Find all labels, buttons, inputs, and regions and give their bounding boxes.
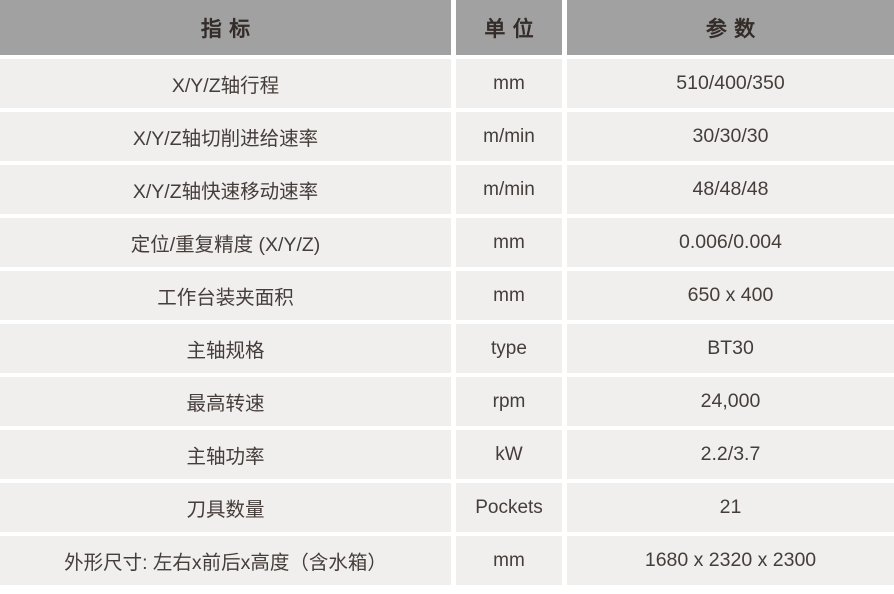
cell-indicator: 刀具数量 <box>0 483 451 532</box>
cell-unit: type <box>456 324 562 373</box>
cell-unit: rpm <box>456 377 562 426</box>
cell-unit: m/min <box>456 165 562 214</box>
cell-unit: Pockets <box>456 483 562 532</box>
cell-unit: mm <box>456 536 562 585</box>
header-cell-indicator: 指标 <box>0 0 451 55</box>
cell-indicator: 主轴规格 <box>0 324 451 373</box>
cell-unit: mm <box>456 218 562 267</box>
cell-indicator: 主轴功率 <box>0 430 451 479</box>
cell-indicator: 定位/重复精度 (X/Y/Z) <box>0 218 451 267</box>
cell-indicator: X/Y/Z轴切削进给速率 <box>0 112 451 161</box>
cell-value: 21 <box>567 483 894 532</box>
cell-indicator: X/Y/Z轴行程 <box>0 59 451 108</box>
cell-indicator: X/Y/Z轴快速移动速率 <box>0 165 451 214</box>
cell-indicator: 最高转速 <box>0 377 451 426</box>
cell-unit: mm <box>456 271 562 320</box>
cell-unit: mm <box>456 59 562 108</box>
cell-value: 650 x 400 <box>567 271 894 320</box>
cell-value: 30/30/30 <box>567 112 894 161</box>
cell-value: 1680 x 2320 x 2300 <box>567 536 894 585</box>
cell-indicator: 外形尺寸: 左右x前后x高度（含水箱） <box>0 536 451 585</box>
cell-value: 48/48/48 <box>567 165 894 214</box>
header-cell-unit: 单位 <box>456 0 562 55</box>
cell-unit: kW <box>456 430 562 479</box>
header-cell-parameter: 参数 <box>567 0 894 55</box>
cell-value: 24,000 <box>567 377 894 426</box>
cell-unit: m/min <box>456 112 562 161</box>
cell-indicator: 工作台装夹面积 <box>0 271 451 320</box>
cell-value: 510/400/350 <box>567 59 894 108</box>
cell-value: 0.006/0.004 <box>567 218 894 267</box>
cell-value: 2.2/3.7 <box>567 430 894 479</box>
cell-value: BT30 <box>567 324 894 373</box>
